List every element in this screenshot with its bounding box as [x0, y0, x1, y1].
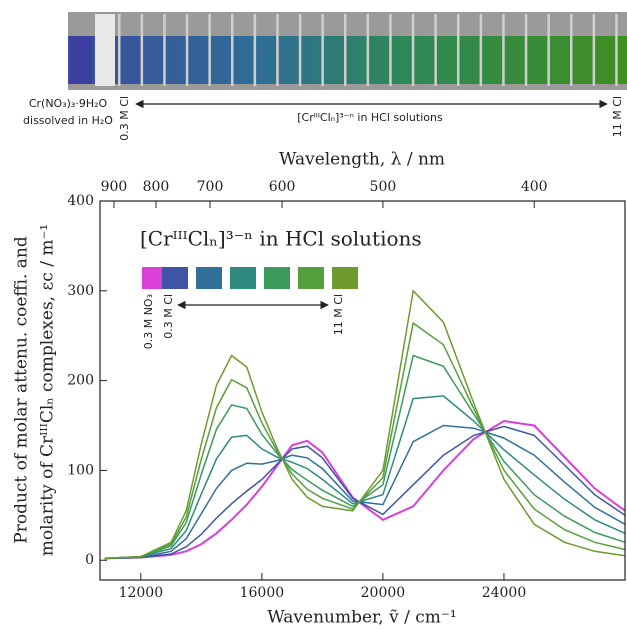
y-tick-label: 200 [67, 373, 94, 389]
x2-tick-label: 800 [143, 179, 170, 195]
series-line [104, 321, 626, 560]
vial-gap [253, 14, 257, 86]
chart-title: [CrᴵᴵᴵClₙ]³⁻ⁿ in HCl solutions [140, 227, 422, 251]
vial-gap [434, 14, 437, 86]
legend-swatch [332, 267, 358, 289]
y-axis-label: Product of molar attenu. coeffi. and [12, 236, 32, 544]
legend-swatch [298, 267, 324, 289]
x-tick-label: 16000 [240, 585, 285, 601]
series-line [104, 354, 626, 560]
y-tick-label: 100 [67, 462, 94, 478]
x-tick-label: 12000 [119, 585, 164, 601]
series-line [104, 395, 626, 560]
x2-tick-label: 700 [197, 179, 224, 195]
vial-gap [231, 14, 234, 86]
vial-gap [140, 14, 144, 86]
legend-label: 0.3 M NO₃ [142, 294, 155, 349]
vial-gap [479, 14, 483, 86]
vial-gap [615, 14, 618, 86]
vial-gap [592, 14, 596, 86]
x-axis-label: Wavenumber, ṽ / cm⁻¹ [267, 608, 456, 628]
series-line [104, 425, 626, 560]
vial-gap [524, 14, 528, 86]
vial-gap [547, 14, 550, 86]
x2-axis-label: Wavelength, λ / nm [279, 150, 445, 170]
vial-gap [118, 14, 121, 86]
series-line [104, 424, 626, 560]
x2-tick-label: 600 [269, 179, 296, 195]
vial-gap [411, 14, 415, 86]
y-tick-label: 300 [67, 283, 94, 299]
x2-tick-label: 500 [370, 179, 397, 195]
vial-gap [185, 14, 189, 86]
y-tick-label: 400 [67, 193, 94, 209]
legend-swatch [162, 267, 188, 289]
vial-gap [298, 14, 302, 86]
vial-gap [502, 14, 505, 86]
plot-frame [99, 200, 626, 581]
vial-gap [344, 14, 347, 86]
x2-tick-label: 400 [521, 179, 548, 195]
legend-label: 11 M Cl [332, 294, 345, 335]
photo-label: 0.3 M Cl [118, 96, 131, 141]
photo-label: dissolved in H₂O [23, 114, 113, 127]
y-tick-label: 0 [85, 552, 94, 568]
series-line [104, 419, 626, 560]
legend-swatch [196, 267, 222, 289]
vial-gap [457, 14, 460, 86]
x2-tick-label: 900 [101, 179, 128, 195]
vial-gap [366, 14, 370, 86]
photo-label: 11 M Cl [611, 96, 624, 137]
legend-label: 0.3 M Cl [162, 294, 175, 339]
series-line [104, 289, 626, 560]
legend-swatch [264, 267, 290, 289]
vial-gap [208, 14, 211, 86]
vial-gap [570, 14, 573, 86]
plot: 12000 16000 20000 24000 900 800 700 600 500 400 0 1… [67, 179, 626, 601]
vial-gap [163, 14, 166, 86]
vial-dividers [118, 14, 618, 86]
photo-label: [CrᴵᴵᴵClₙ]³⁻ⁿ in HCl solutions [297, 111, 443, 124]
legend-swatch [230, 267, 256, 289]
vial-gap [389, 14, 392, 86]
x-tick-label: 20000 [361, 585, 406, 601]
legend-swatch [142, 267, 168, 289]
x-tick-label: 24000 [482, 585, 527, 601]
legend: 0.3 M NO₃ 0.3 M Cl 11 M Cl [142, 267, 358, 349]
vial-photo [68, 12, 627, 90]
y-axis-label: molarity of CrᴵᴵᴵClₙ complexes, εc / m⁻¹ [38, 224, 58, 556]
photo-label: Cr(NO₃)₃·9H₂O [29, 97, 108, 110]
vial-gap [321, 14, 324, 86]
vial-gap [276, 14, 279, 86]
